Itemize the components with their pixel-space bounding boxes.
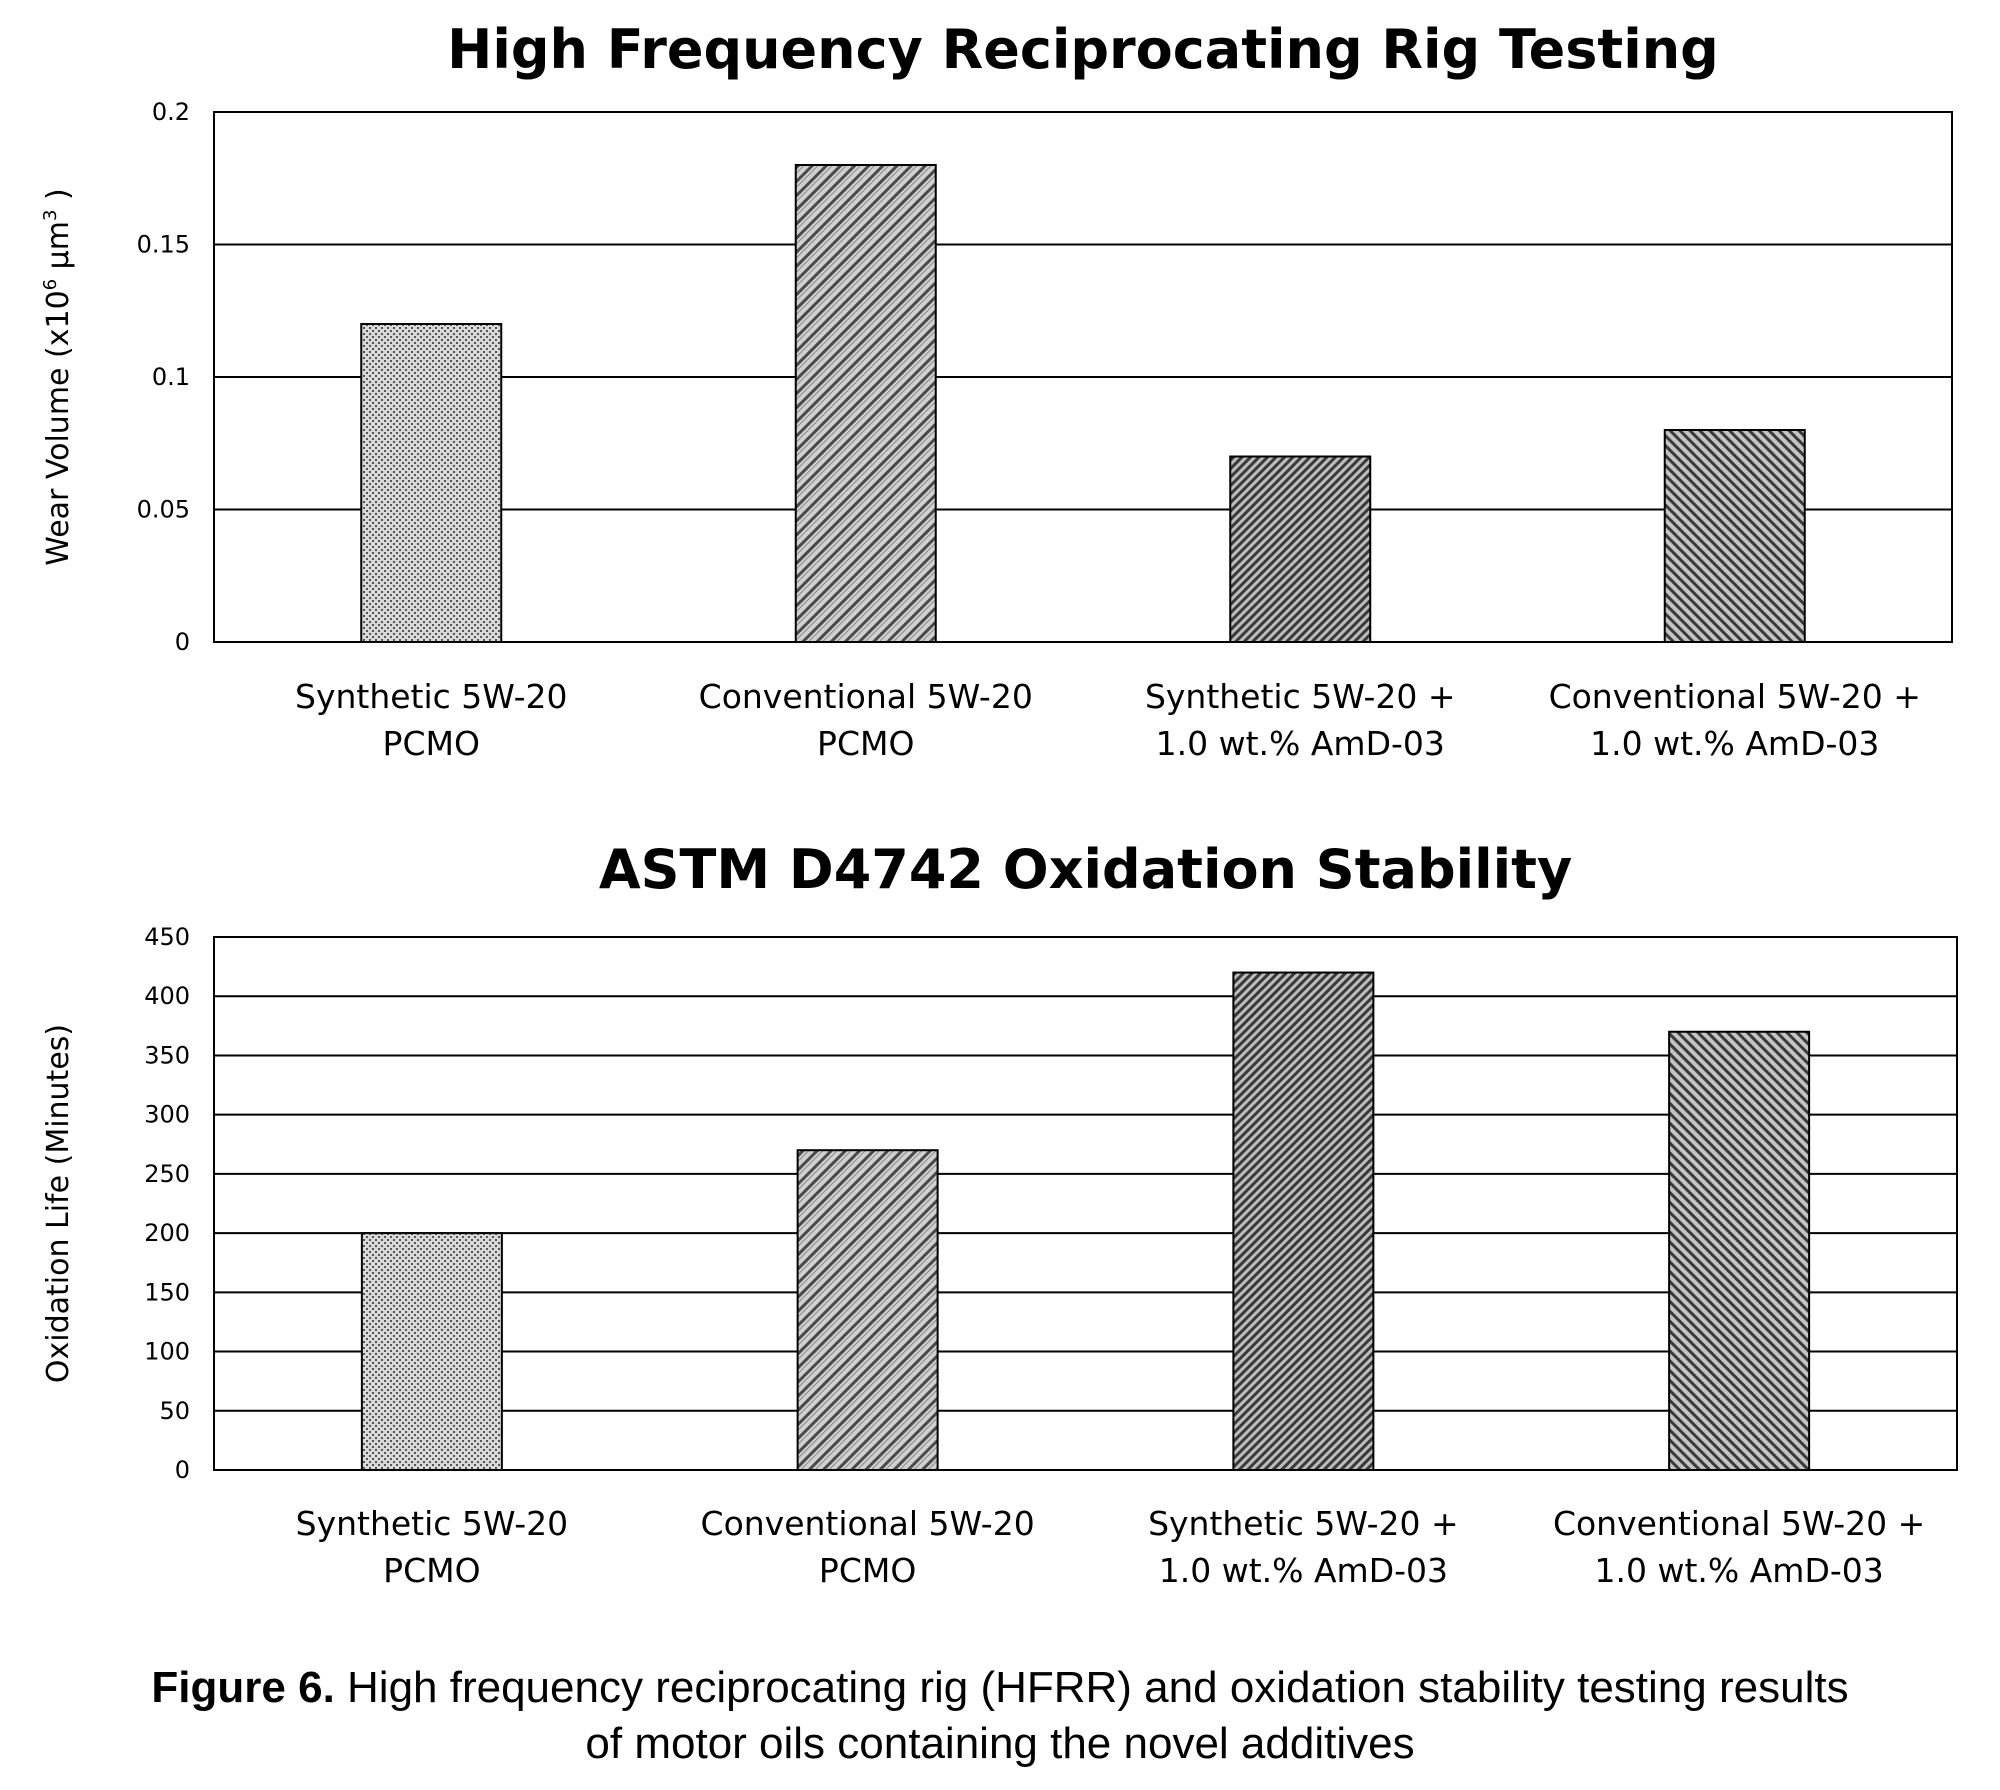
y-axis-label-superscript: 6 (40, 279, 61, 290)
chart-title: High Frequency Reciprocating Rig Testing (447, 18, 1719, 81)
y-tick-label: 400 (144, 982, 190, 1010)
y-tick-label: 150 (144, 1278, 190, 1306)
y-tick-label: 300 (144, 1101, 190, 1129)
bar (1663, 429, 1806, 643)
x-category-label: 1.0 wt.% AmD-03 (1156, 724, 1445, 763)
y-tick-label: 200 (144, 1219, 190, 1247)
chart-1: High Frequency Reciprocating Rig Testing… (40, 18, 1953, 763)
y-tick-label: 350 (144, 1041, 190, 1069)
bar (794, 164, 937, 643)
y-tick-label: 0.1 (152, 363, 190, 391)
bar (1668, 1030, 1811, 1472)
y-axis-label: Oxidation Life (Minutes) (41, 1024, 76, 1383)
x-category-label: 1.0 wt.% AmD-03 (1159, 1551, 1448, 1590)
chart-title: ASTM D4742 Oxidation Stability (599, 838, 1572, 901)
y-axis-label-part: ) (41, 188, 76, 209)
y-tick-label: 0 (175, 1456, 190, 1484)
y-tick-label: 50 (159, 1397, 190, 1425)
figure-caption: Figure 6. High frequency reciprocating r… (0, 1660, 2000, 1772)
chart-2: ASTM D4742 Oxidation Stability 0 50 100 150 2… (41, 838, 1958, 1590)
x-category-label: 1.0 wt.% AmD-03 (1594, 1551, 1883, 1590)
y-tick-label: 0.15 (137, 231, 190, 259)
x-category-label: PCMO (383, 724, 480, 763)
figure-charts: High Frequency Reciprocating Rig Testing… (40, 18, 1958, 1590)
x-category-label: Conventional 5W-20 + (1553, 1504, 1925, 1543)
bar (360, 1232, 503, 1471)
bar (1232, 971, 1375, 1471)
y-axis-label: Wear Volume (x106 µm3 ) (40, 188, 76, 565)
x-category-label: Conventional 5W-20 (701, 1504, 1035, 1543)
x-category-label: Synthetic 5W-20 (296, 1504, 568, 1543)
y-axis-label-part: µm (41, 221, 76, 279)
plot-frame (213, 936, 1958, 1471)
bar (796, 1149, 939, 1471)
bar (360, 323, 503, 643)
y-tick-label: 100 (144, 1338, 190, 1366)
x-category-label: Synthetic 5W-20 (295, 677, 567, 716)
caption-text: High frequency reciprocating rig (HFRR) … (334, 1663, 1849, 1712)
x-category-label: PCMO (817, 724, 914, 763)
x-category-label: PCMO (383, 1551, 480, 1590)
plot-frame (213, 111, 1953, 643)
y-tick-label: 450 (144, 923, 190, 951)
x-category-label: PCMO (819, 1551, 916, 1590)
y-tick-label: 0.2 (152, 98, 190, 126)
caption-label: Figure 6. (151, 1663, 335, 1712)
y-tick-label: 0.05 (137, 496, 190, 524)
y-axis-label-superscript: 3 (40, 210, 61, 221)
x-category-label: Conventional 5W-20 (699, 677, 1033, 716)
y-tick-label: 250 (144, 1160, 190, 1188)
caption-line-1: Figure 6. High frequency reciprocating r… (0, 1660, 2000, 1716)
x-category-label: 1.0 wt.% AmD-03 (1590, 724, 1879, 763)
x-category-label: Synthetic 5W-20 + (1148, 1504, 1459, 1543)
x-category-label: Synthetic 5W-20 + (1145, 677, 1456, 716)
x-category-label: Conventional 5W-20 + (1549, 677, 1921, 716)
y-axis-label-part: Wear Volume (x10 (41, 290, 76, 565)
bar (1229, 455, 1372, 643)
y-tick-label: 0 (175, 628, 190, 656)
caption-line-2: of motor oils containing the novel addit… (585, 1719, 1415, 1768)
